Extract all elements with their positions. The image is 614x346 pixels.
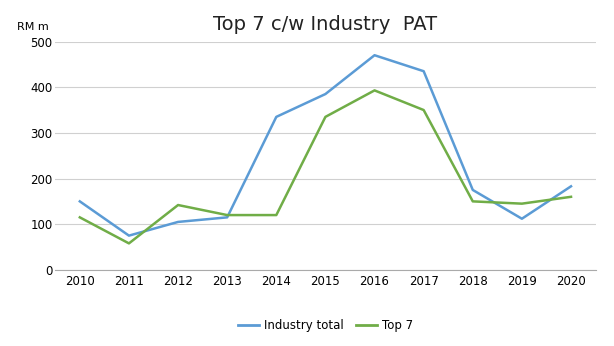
Industry total <box>76 199 84 203</box>
Top 7 <box>174 203 182 207</box>
Legend: Industry total, Top 7: Industry total, Top 7 <box>233 315 418 337</box>
Top 7 <box>518 202 526 206</box>
Industry total <box>174 220 182 224</box>
Industry total <box>469 188 476 192</box>
Top 7 <box>273 213 280 217</box>
Industry total <box>518 217 526 221</box>
Industry total <box>125 234 133 238</box>
Industry total <box>273 115 280 119</box>
Top 7 <box>223 213 231 217</box>
Top 7 <box>567 195 575 199</box>
Top 7 <box>125 241 133 245</box>
Industry total <box>371 53 378 57</box>
Top 7 <box>420 108 427 112</box>
Industry total <box>322 92 329 96</box>
Top 7 <box>469 199 476 203</box>
Top 7 <box>76 215 84 219</box>
Industry total <box>567 184 575 188</box>
Industry total <box>223 215 231 219</box>
Line: Top 7: Top 7 <box>80 90 571 243</box>
Line: Industry total: Industry total <box>80 55 571 236</box>
Title: Top 7 c/w Industry  PAT: Top 7 c/w Industry PAT <box>213 16 438 34</box>
Industry total <box>420 69 427 73</box>
Top 7 <box>322 115 329 119</box>
Text: RM m: RM m <box>17 22 49 33</box>
Top 7 <box>371 88 378 92</box>
